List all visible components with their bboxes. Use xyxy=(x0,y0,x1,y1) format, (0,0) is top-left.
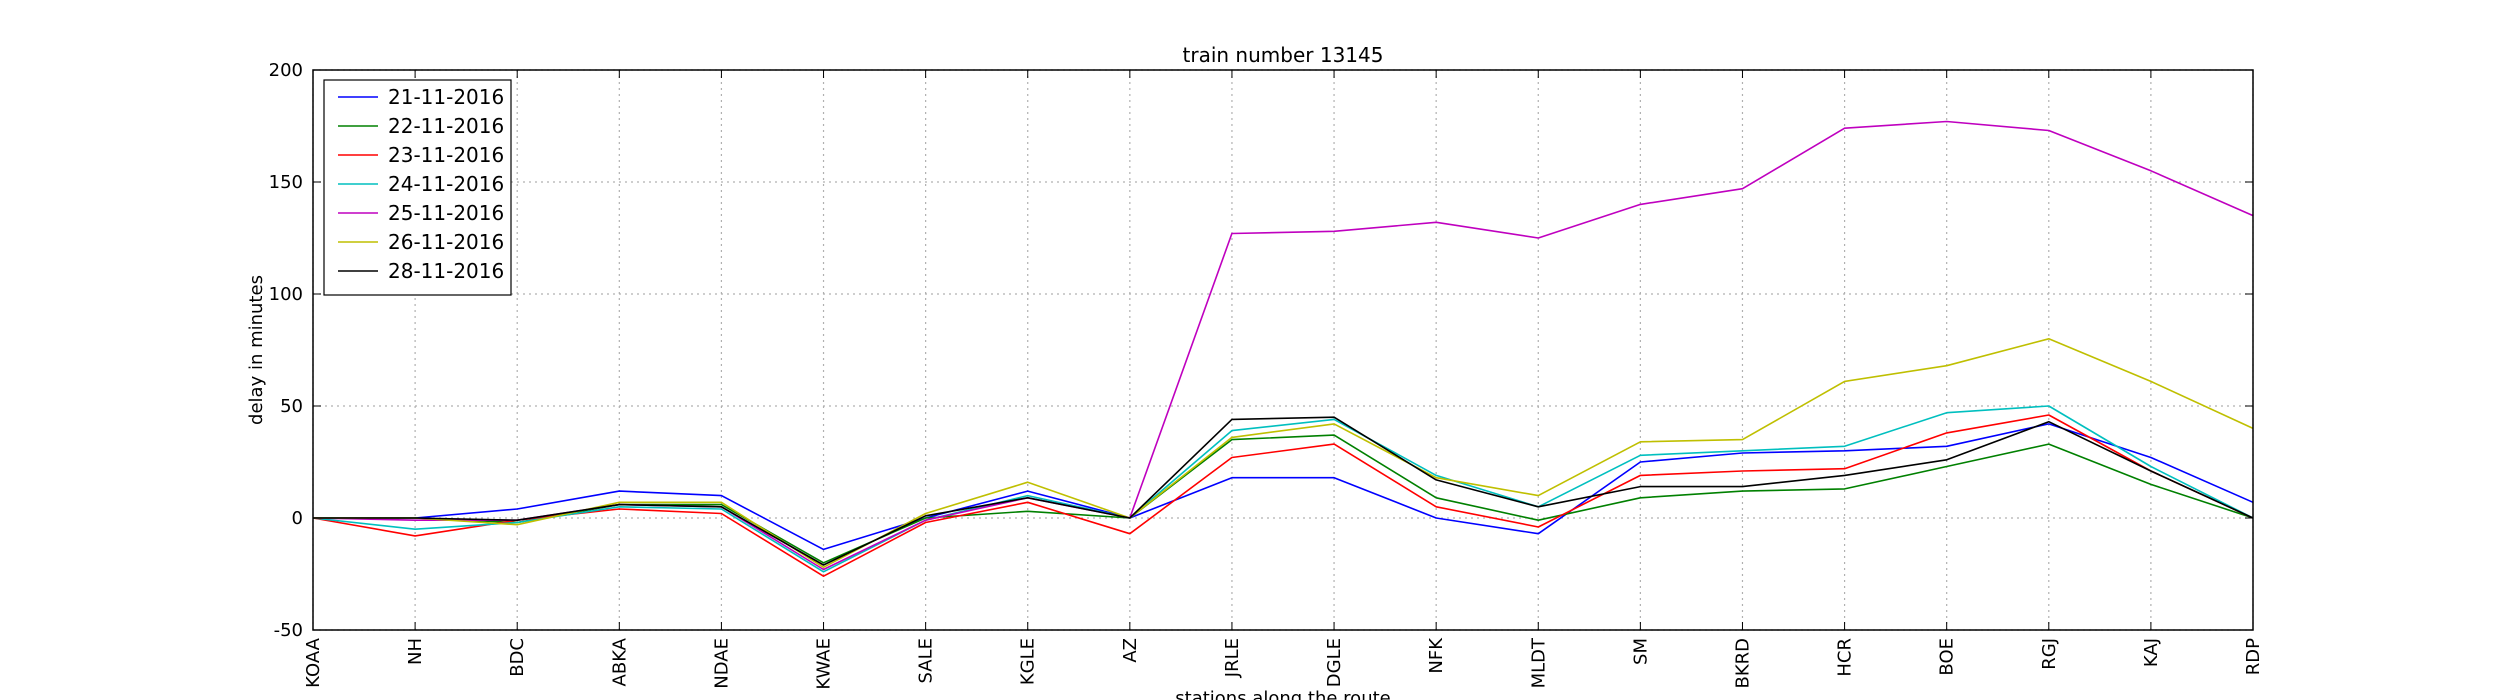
legend: 21-11-2016 22-11-2016 23-11-2016 24-11-2016… xyxy=(323,79,512,296)
legend-label: 23-11-2016 xyxy=(388,143,504,167)
legend-box xyxy=(323,79,512,296)
x-tick-label: HCR xyxy=(1835,638,1856,677)
x-tick-label: NH xyxy=(405,638,426,665)
y-tick-label: -50 xyxy=(274,620,303,641)
x-tick-label: NFK xyxy=(1426,637,1447,674)
x-tick-label: MLDT xyxy=(1528,637,1549,688)
x-tick-label: KGLE xyxy=(1018,638,1039,685)
y-tick-label: 100 xyxy=(269,284,303,305)
x-tick-label: KOAA xyxy=(303,637,324,687)
x-tick-label: BDC xyxy=(507,638,528,677)
plot-frame xyxy=(312,69,2254,631)
legend-label: 26-11-2016 xyxy=(388,230,504,254)
x-tick-label: KAJ xyxy=(2141,638,2162,667)
legend-label: 21-11-2016 xyxy=(388,85,504,109)
x-tick-label: AZ xyxy=(1120,638,1141,663)
y-axis-ticks: -50 0 50 100 150 200 xyxy=(269,60,2253,641)
x-tick-label: SM xyxy=(1630,638,1651,665)
series-lines xyxy=(312,120,2254,578)
series-line xyxy=(313,416,2254,566)
x-tick-label: JRLE xyxy=(1222,638,1243,678)
series-line xyxy=(313,337,2254,569)
y-tick-label: 50 xyxy=(280,396,303,417)
x-axis-ticks: KOAA NH BDC ABKA NDAE KWAE SALE KGLE AZ JRLE DGLE N… xyxy=(303,70,2264,690)
y-axis-label: delay in minutes xyxy=(246,275,267,425)
series-line xyxy=(312,405,2254,573)
x-tick-label: SALE xyxy=(916,638,937,683)
legend-label: 25-11-2016 xyxy=(388,201,504,225)
legend-label: 28-11-2016 xyxy=(388,259,504,283)
series-line xyxy=(312,414,2254,578)
chart-title: train number 13145 xyxy=(1183,43,1384,67)
x-tick-label: RGJ xyxy=(2039,638,2060,670)
x-tick-label: ABKA xyxy=(609,637,630,686)
legend-label: 24-11-2016 xyxy=(388,172,504,196)
x-tick-label: DGLE xyxy=(1324,638,1345,687)
x-tick-label: KWAE xyxy=(814,638,835,690)
x-tick-label: BOE xyxy=(1937,638,1958,676)
x-tick-label: NDAE xyxy=(711,638,732,689)
y-tick-label: 0 xyxy=(292,508,303,529)
series-line xyxy=(313,423,2254,551)
y-tick-label: 150 xyxy=(269,172,303,193)
x-tick-label: BKRD xyxy=(1732,638,1753,689)
legend-label: 22-11-2016 xyxy=(388,114,504,138)
x-tick-label: RDP xyxy=(2243,638,2264,675)
y-tick-label: 200 xyxy=(269,60,303,81)
x-axis-label: stations along the route xyxy=(1175,688,1390,700)
